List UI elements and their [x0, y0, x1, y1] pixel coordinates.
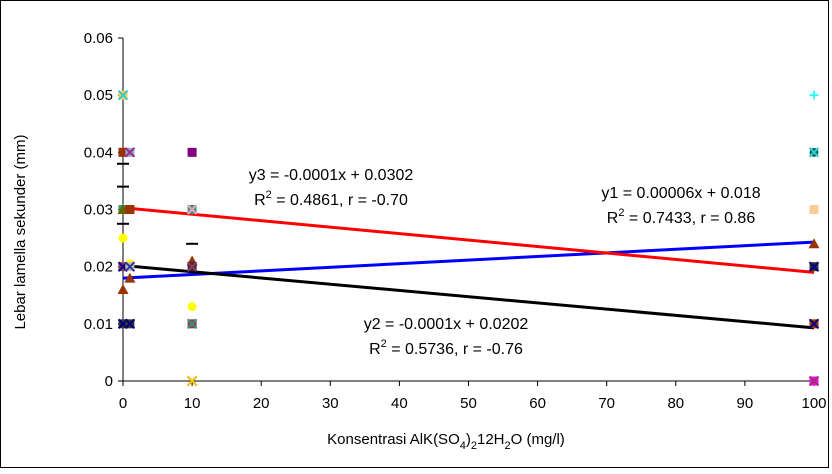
y-tick-label: 0.04	[84, 144, 113, 161]
y-tick-label: 0.06	[84, 30, 113, 47]
x-tick-label: 90	[737, 395, 754, 412]
data-point-x	[124, 318, 136, 330]
x-tick-label: 70	[598, 395, 615, 412]
axes: 0 0.01 0.02 0.03 0.04 0.05 0.06 0 10 20 30 40 50 60 70…	[84, 30, 827, 412]
x-tick-label: 0	[119, 395, 127, 412]
x-tick-label: 100	[801, 395, 826, 412]
data-point-x	[117, 89, 129, 101]
equation-y3: y3 = -0.0001x + 0.0302	[249, 167, 414, 184]
x-axis-label: Konsentrasi AlK(SO4)212H2O (mg/l)	[327, 431, 565, 452]
y-tick-label: 0.03	[84, 202, 113, 219]
y-tick-label: 0.02	[84, 259, 113, 276]
data-point-triangle	[124, 272, 136, 283]
data-point-x	[186, 318, 198, 330]
x-tick-label: 60	[529, 395, 546, 412]
trendline-equations: y1 = 0.00006x + 0.018 R2 = 0.7433, r = 0.…	[249, 167, 761, 358]
trendline-y3	[122, 206, 815, 274]
y-tick-label: 0	[105, 373, 113, 390]
data-point-square	[809, 205, 819, 214]
data-point-x	[186, 204, 198, 215]
equation-y1: y1 = 0.00006x + 0.018	[601, 185, 760, 202]
equation-y2: y2 = -0.0001x + 0.0202	[364, 316, 529, 333]
data-points	[117, 89, 820, 387]
y-axis-label: Lebar lamella sekunder (mm)	[12, 134, 29, 329]
y-tick-label: 0.05	[84, 87, 113, 104]
data-point-x	[808, 261, 820, 272]
x-tick-label: 20	[253, 395, 270, 412]
trendlines	[122, 206, 815, 330]
r-squared-y3: R2 = 0.4861, r = -0.70	[254, 189, 408, 209]
data-point-x	[124, 261, 136, 272]
x-tick-label: 30	[322, 395, 339, 412]
r-squared-y2: R2 = 0.5736, r = -0.76	[369, 338, 523, 358]
r-squared-y1: R2 = 0.7433, r = 0.86	[607, 207, 756, 227]
x-tick-label: 40	[391, 395, 408, 412]
y-tick-label: 0.01	[84, 316, 113, 333]
data-point-x	[808, 147, 820, 158]
data-point-triangle	[808, 238, 820, 249]
x-tick-label: 80	[667, 395, 684, 412]
data-point-triangle	[117, 284, 129, 295]
trendline-y2	[122, 264, 815, 330]
data-point-x	[808, 375, 820, 387]
trendline-y1	[122, 240, 815, 280]
data-point-circle	[187, 302, 197, 312]
data-point-square	[118, 147, 128, 157]
data-point-x	[808, 318, 820, 330]
data-point-square	[187, 147, 197, 157]
data-point-square	[125, 205, 135, 214]
data-point-x	[186, 261, 198, 272]
data-point-x	[186, 375, 198, 387]
x-tick-label: 10	[184, 395, 201, 412]
data-point-plus	[809, 90, 819, 100]
data-point-x	[124, 147, 136, 158]
data-point-circle	[118, 233, 128, 243]
x-tick-label: 50	[460, 395, 477, 412]
